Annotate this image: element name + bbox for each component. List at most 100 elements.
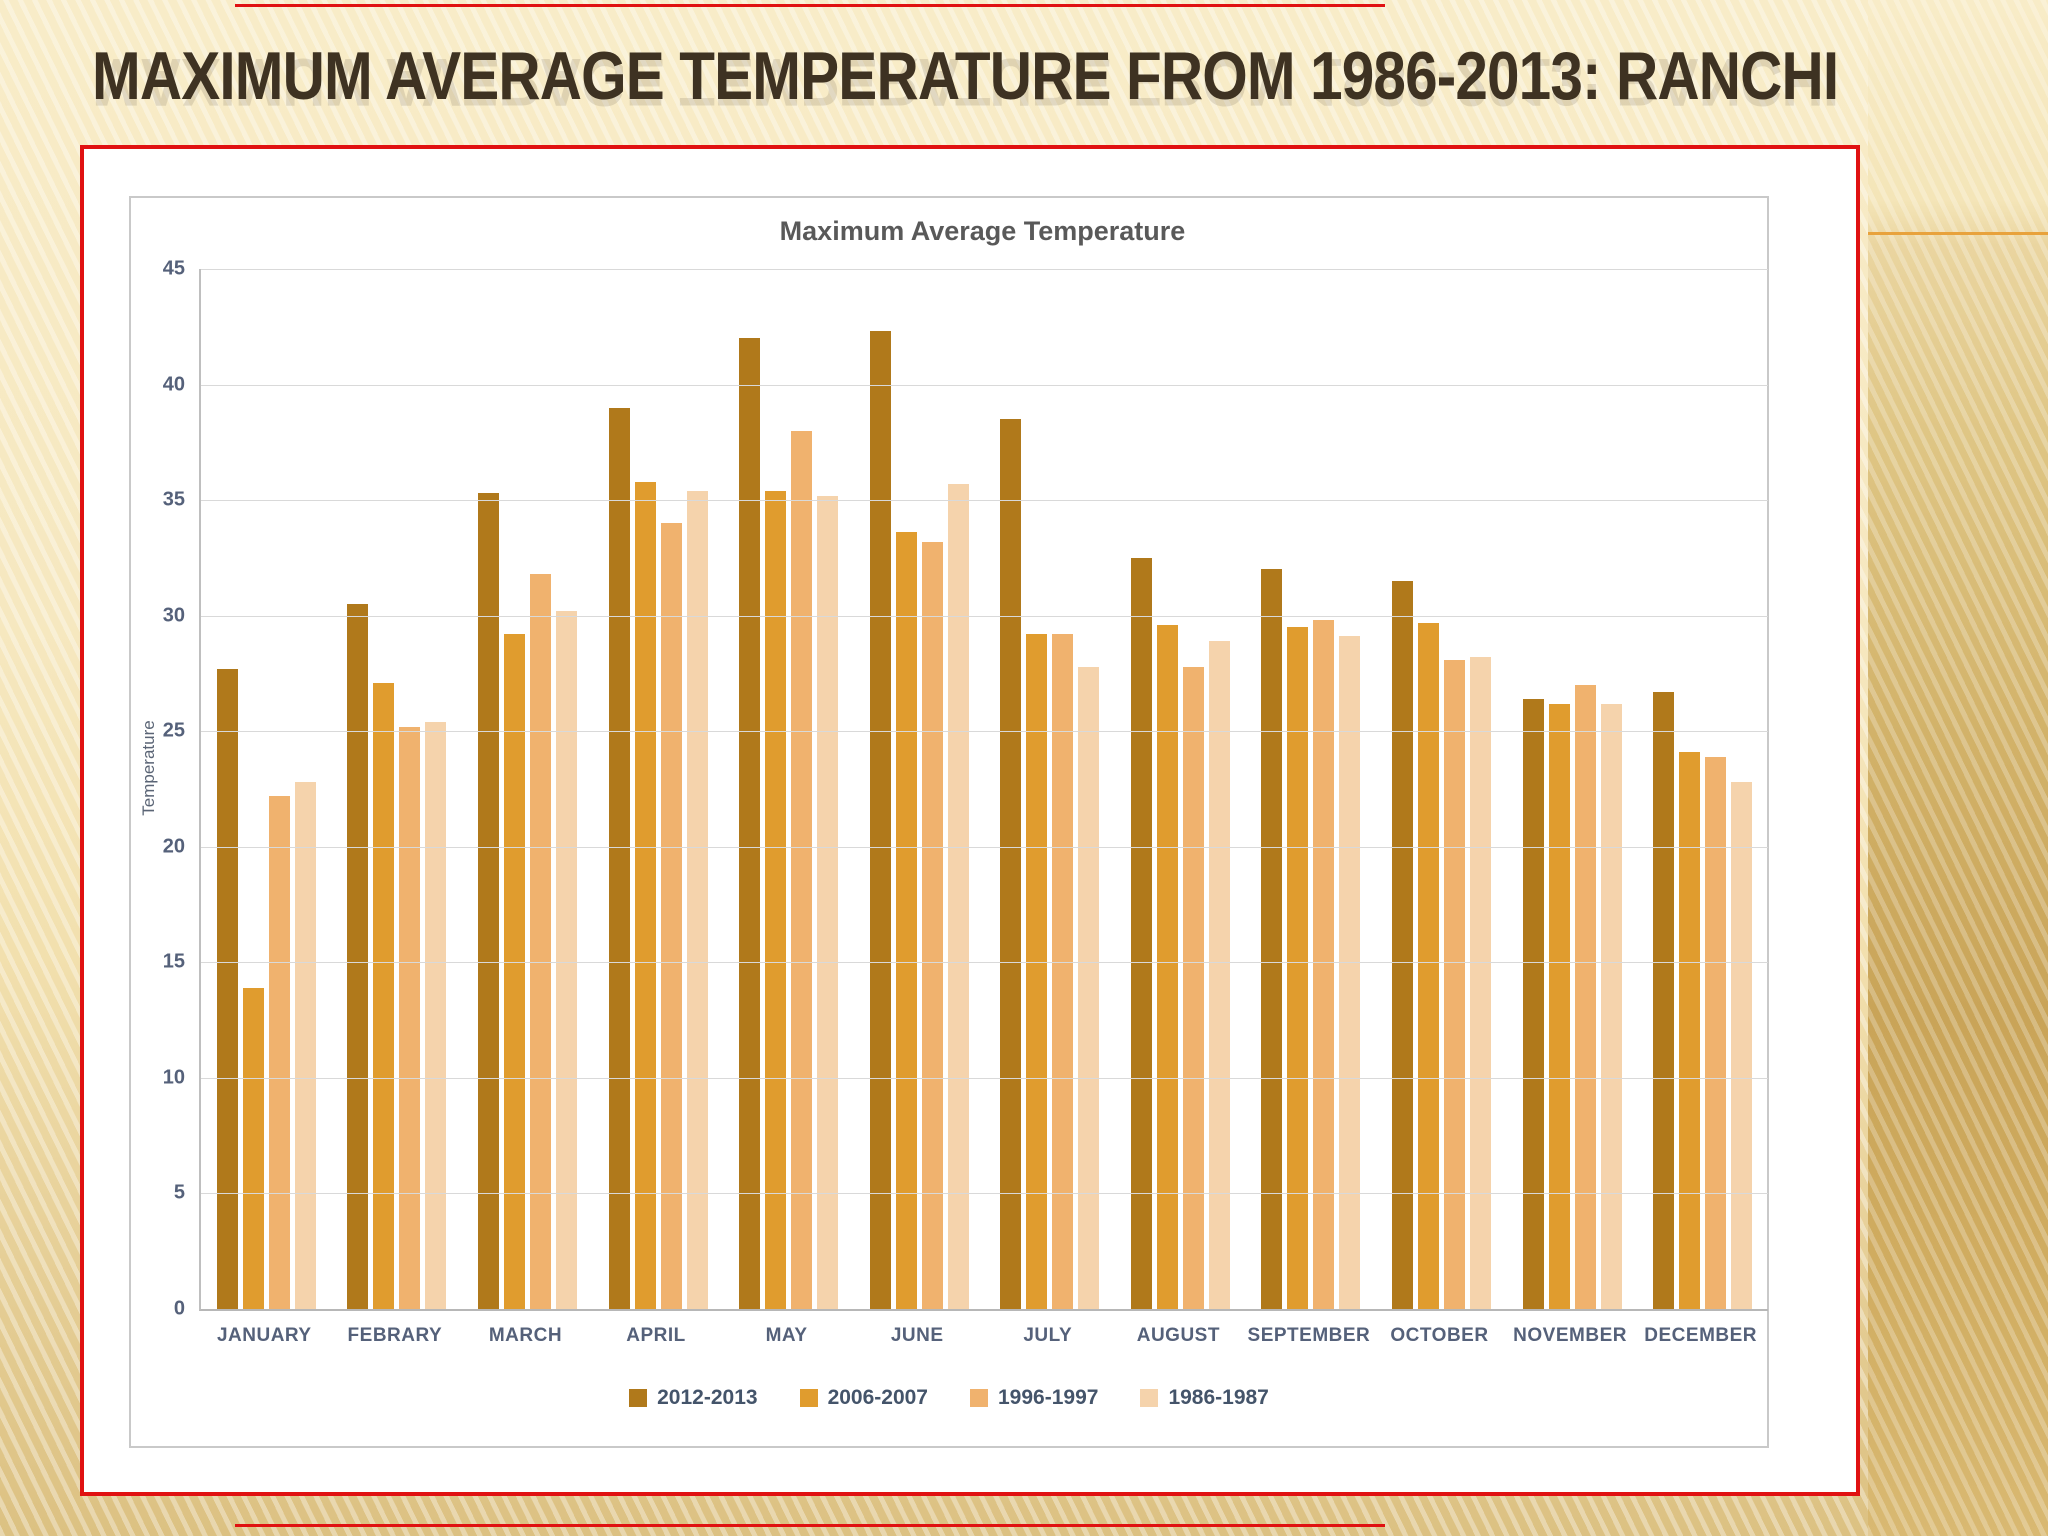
gridline (201, 731, 1768, 733)
slide-heading: MAXIMUM AVERAGE TEMPERATURE FROM 1986-20… (92, 38, 1839, 114)
bar (1182, 666, 1204, 1309)
legend-item: 2006-2007 (799, 1386, 928, 1410)
bar (1469, 657, 1491, 1309)
bar (294, 782, 316, 1309)
bar (1339, 636, 1361, 1309)
bar (1156, 624, 1178, 1309)
month-group (723, 269, 854, 1309)
bar (895, 532, 917, 1309)
bar (1417, 622, 1439, 1309)
month-group (462, 269, 593, 1309)
legend-item: 2012-2013 (629, 1386, 758, 1410)
gridline (201, 846, 1768, 848)
bar (242, 987, 264, 1309)
bar (660, 523, 682, 1309)
bar (1653, 691, 1675, 1309)
bar (1287, 627, 1309, 1309)
bar (1522, 698, 1544, 1309)
month-label: SEPTEMBER (1247, 1325, 1371, 1346)
month-group (1246, 269, 1377, 1309)
bar (791, 430, 813, 1309)
bar (1078, 666, 1100, 1309)
y-tick-label: 20 (162, 835, 185, 858)
legend: 2012-2013 2006-2007 1996-1997 1986-1987 (131, 1386, 1767, 1410)
bar (373, 682, 395, 1309)
legend-label: 2012-2013 (657, 1386, 758, 1409)
gridline (201, 615, 1768, 617)
month-label: NOVEMBER (1513, 1325, 1627, 1346)
bar (529, 574, 551, 1309)
bar (1391, 581, 1413, 1309)
y-tick-label: 45 (162, 257, 185, 280)
month-label: FEBRARY (347, 1325, 443, 1346)
bar (1208, 641, 1230, 1309)
month-group (201, 269, 332, 1309)
month-label: MAY (765, 1325, 808, 1346)
gridline (201, 500, 1768, 502)
bar (1443, 659, 1465, 1309)
legend-swatch (1140, 1389, 1159, 1407)
bar (1130, 557, 1152, 1309)
gridline (201, 962, 1768, 964)
chart-red-frame: Maximum Average Temperature Temperature … (80, 145, 1860, 1496)
legend-label: 1986-1987 (1168, 1386, 1269, 1409)
month-group (854, 269, 985, 1309)
bar (347, 604, 369, 1309)
legend-swatch (799, 1389, 818, 1407)
bar (1705, 756, 1727, 1309)
bar (555, 611, 577, 1309)
y-axis-ticks: 45 40 35 30 25 20 15 10 5 0 (133, 258, 193, 1320)
y-tick-label: 5 (173, 1181, 185, 1204)
bar (1261, 569, 1283, 1309)
top-red-line (235, 4, 1385, 7)
chart-panel: Maximum Average Temperature Temperature … (129, 196, 1769, 1448)
month-label: OCTOBER (1390, 1325, 1489, 1346)
bar (216, 668, 238, 1309)
month-group (1507, 269, 1638, 1309)
bar (1574, 685, 1596, 1309)
gridline (201, 269, 1768, 270)
bar (686, 490, 708, 1309)
legend-item: 1996-1997 (970, 1386, 1098, 1410)
gridline (201, 1077, 1768, 1079)
y-tick-label: 15 (162, 950, 185, 973)
month-label: DECEMBER (1644, 1325, 1758, 1346)
y-tick-label: 0 (173, 1297, 185, 1320)
y-tick-label: 30 (162, 604, 185, 627)
month-label: AUGUST (1136, 1325, 1220, 1346)
orange-accent-line (1868, 232, 2048, 235)
plot-area (199, 269, 1768, 1311)
y-tick-label: 10 (162, 1066, 185, 1089)
legend-item: 1986-1987 (1140, 1386, 1269, 1410)
chart-title: Maximum Average Temperature (779, 216, 1186, 246)
bar (739, 338, 761, 1309)
bar (608, 407, 630, 1309)
month-label: JANUARY (216, 1325, 312, 1346)
bar (1026, 634, 1048, 1309)
month-group (593, 269, 724, 1309)
bottom-red-line (235, 1524, 1385, 1527)
bar (1679, 752, 1701, 1309)
bar (921, 541, 943, 1309)
month-group (1376, 269, 1507, 1309)
y-tick-label: 40 (162, 373, 185, 396)
x-axis-labels: JANUARY FEBRARY MARCH APRIL MAY JUNE JULY AUGUS… (199, 1325, 1766, 1347)
bar (1548, 703, 1570, 1309)
gridline (201, 384, 1768, 386)
bar (947, 483, 969, 1309)
bar (477, 493, 499, 1309)
bar (1313, 620, 1335, 1309)
month-group (984, 269, 1115, 1309)
month-label: MARCH (488, 1325, 563, 1346)
month-group (1637, 269, 1768, 1309)
bar (268, 795, 290, 1309)
bar (1600, 703, 1622, 1309)
y-tick-label: 25 (162, 719, 185, 742)
bar (765, 490, 787, 1309)
bar (869, 331, 891, 1309)
bar (1000, 419, 1022, 1309)
right-gold-band (1868, 0, 2048, 1536)
bar (425, 721, 447, 1309)
legend-swatch (970, 1389, 988, 1407)
